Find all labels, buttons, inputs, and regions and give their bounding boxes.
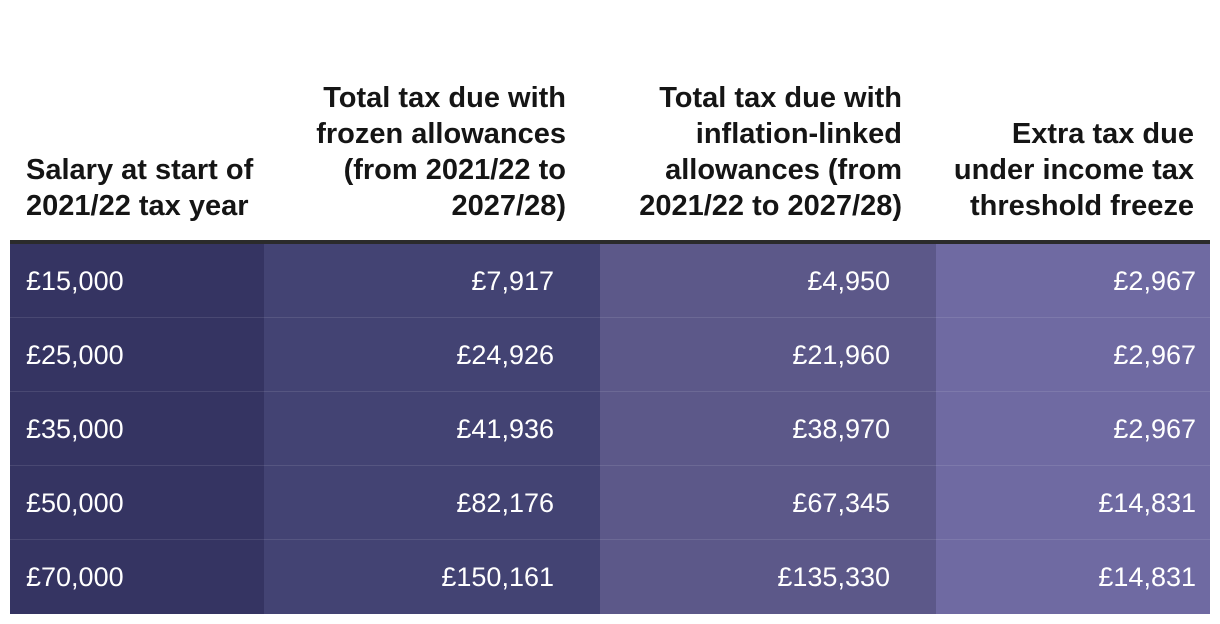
cell-frozen-tax: £150,161 [441,562,554,592]
column-inflation-background [600,244,936,614]
cell-inflation-tax: £21,960 [792,340,890,370]
table-row: £15,000 £7,917 £4,950 £2,967 [10,244,1210,318]
header-frozen-allowances: Total tax due with frozen allowances (fr… [316,82,566,222]
cell-salary: £15,000 [26,266,124,296]
cell-extra-tax: £2,967 [1113,266,1196,296]
cell-extra-tax: £14,831 [1098,562,1196,592]
column-frozen-background [264,244,600,614]
cell-salary: £70,000 [26,562,124,592]
row-divider [10,465,1210,466]
row-divider [10,391,1210,392]
header-extra-tax: Extra tax due under income tax threshold… [953,118,1194,222]
cell-extra-tax: £14,831 [1098,488,1196,518]
cell-salary: £35,000 [26,414,124,444]
table-row: £50,000 £82,176 £67,345 £14,831 [10,466,1210,540]
table-row: £35,000 £41,936 £38,970 £2,967 [10,392,1210,466]
row-divider [10,539,1210,540]
column-salary-background [10,244,264,614]
cell-inflation-tax: £38,970 [792,414,890,444]
table-row: £25,000 £24,926 £21,960 £2,967 [10,318,1210,392]
cell-frozen-tax: £7,917 [471,266,554,296]
table-body: £15,000 £7,917 £4,950 £2,967 £25,000 £24… [10,244,1210,614]
cell-frozen-tax: £24,926 [456,340,554,370]
tax-table: Salary at start of 2021/22 tax year Tota… [10,0,1210,614]
cell-extra-tax: £2,967 [1113,414,1196,444]
cell-inflation-tax: £4,950 [807,266,890,296]
column-extra-background [936,244,1210,614]
cell-inflation-tax: £135,330 [777,562,890,592]
cell-extra-tax: £2,967 [1113,340,1196,370]
cell-inflation-tax: £67,345 [792,488,890,518]
cell-frozen-tax: £41,936 [456,414,554,444]
table-header: Salary at start of 2021/22 tax year Tota… [10,0,1210,244]
header-salary: Salary at start of 2021/22 tax year [26,154,254,222]
cell-salary: £25,000 [26,340,124,370]
cell-frozen-tax: £82,176 [456,488,554,518]
table-row: £70,000 £150,161 £135,330 £14,831 [10,540,1210,614]
header-inflation-linked-allowances: Total tax due with inflation-linked allo… [639,82,902,222]
row-divider [10,317,1210,318]
cell-salary: £50,000 [26,488,124,518]
